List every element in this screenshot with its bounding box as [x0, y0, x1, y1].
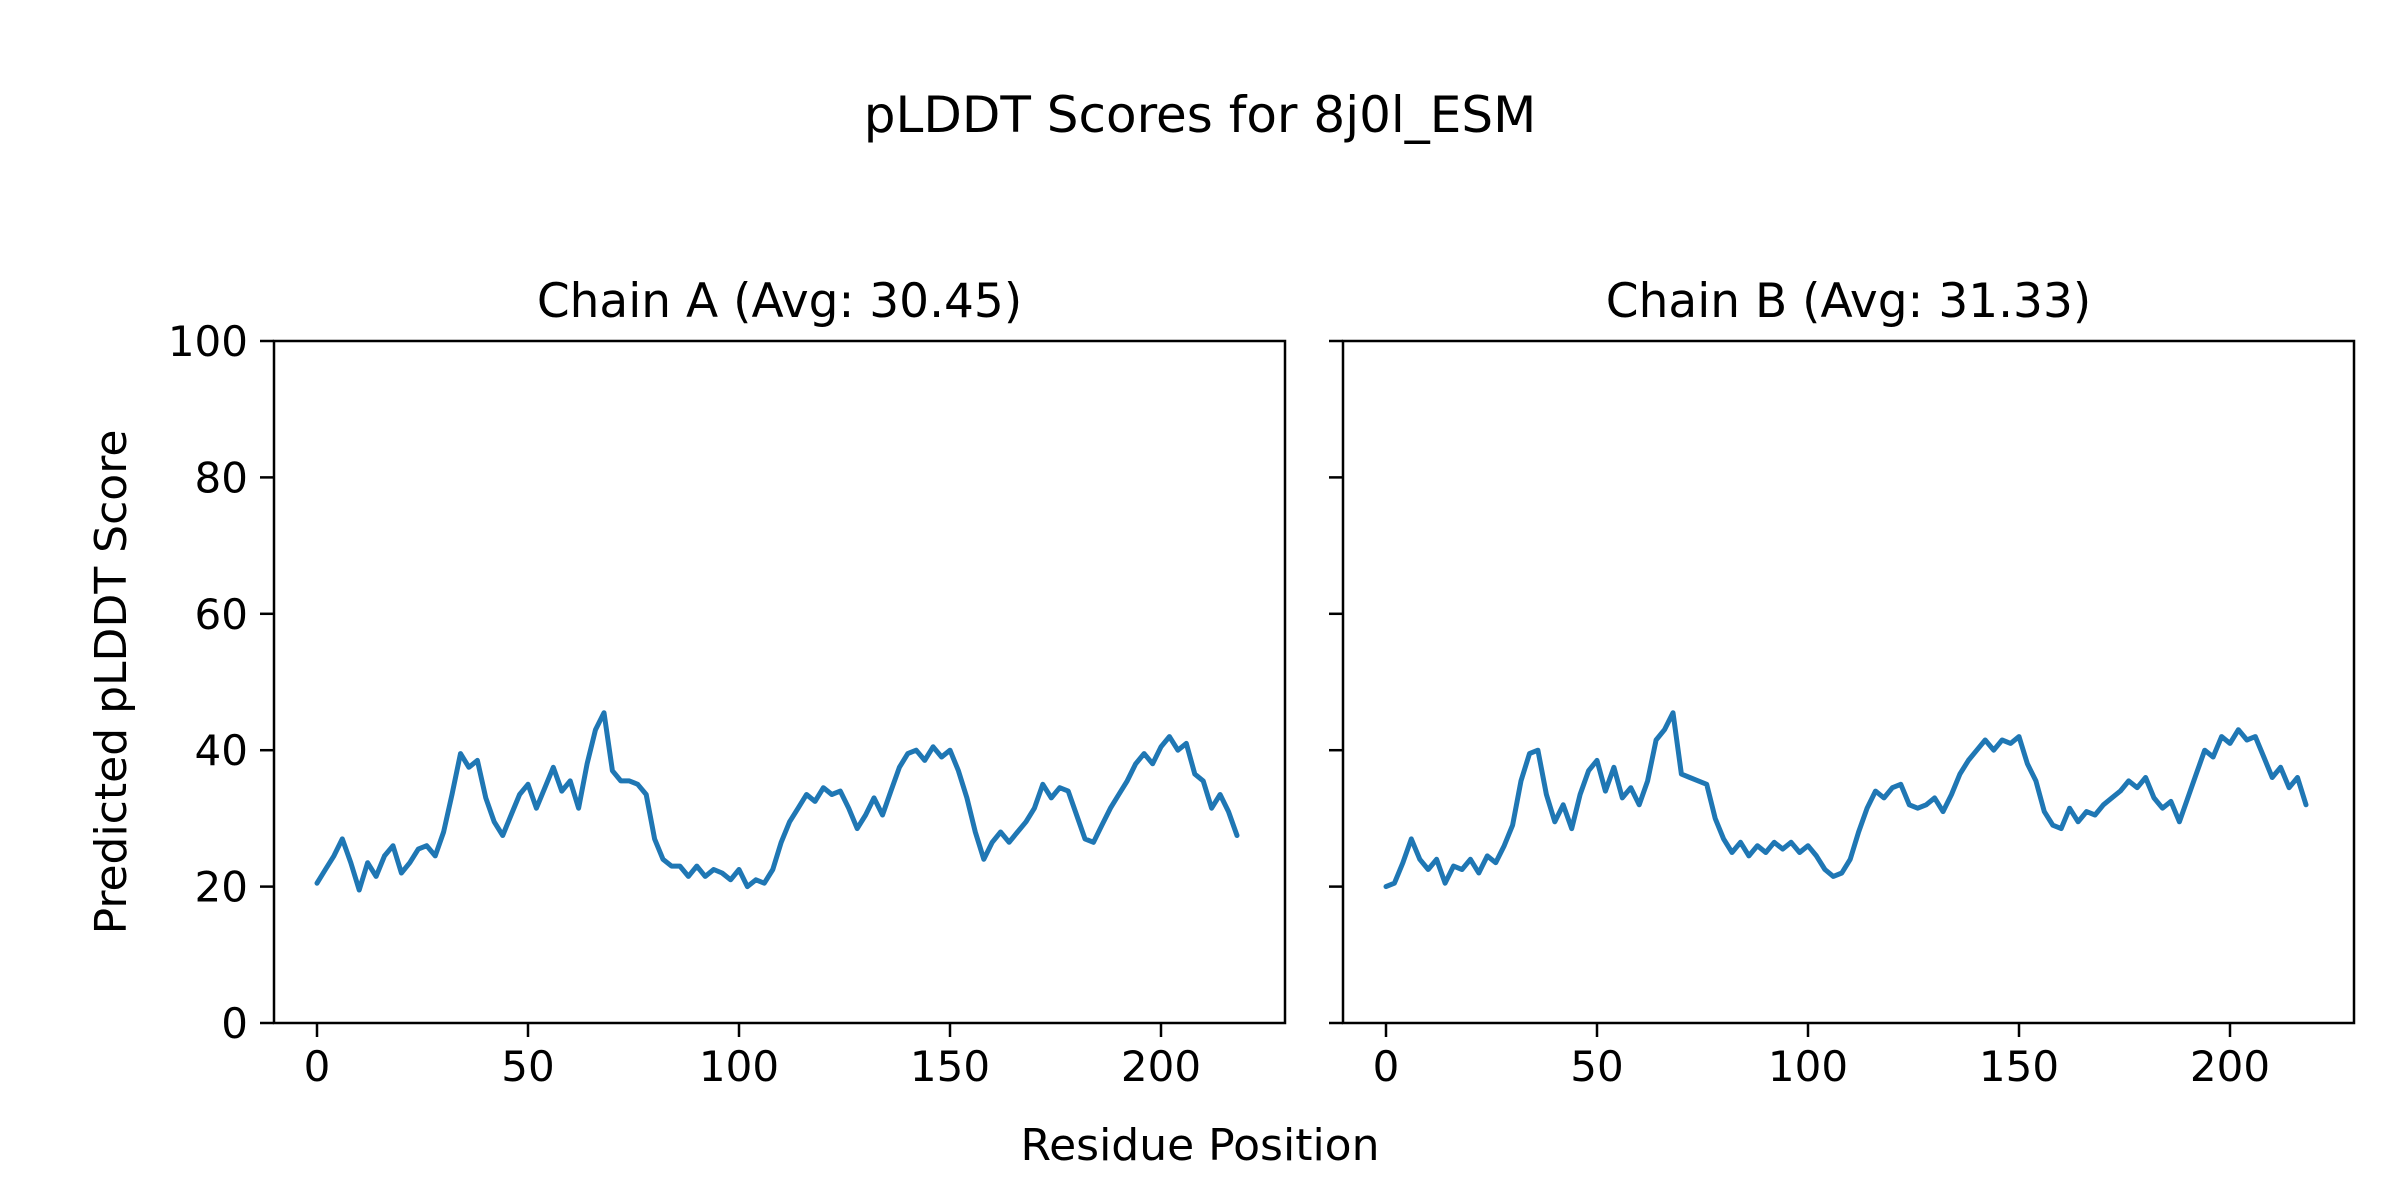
y-tick-label: 20 [195, 863, 248, 912]
y-tick-label: 0 [221, 999, 248, 1048]
x-tick-label: 200 [1121, 1042, 1201, 1091]
figure-title: pLDDT Scores for 8j0l_ESM [863, 86, 1537, 144]
x-tick-label: 200 [2190, 1042, 2270, 1091]
x-tick-label: 100 [699, 1042, 779, 1091]
x-axis-label: Residue Position [1020, 1120, 1380, 1171]
y-tick-label: 80 [195, 453, 248, 502]
x-tick-label: 50 [1570, 1042, 1623, 1091]
subplot-title-chain-b: Chain B (Avg: 31.33) [1605, 274, 2092, 329]
x-tick-label: 50 [501, 1042, 554, 1091]
y-tick-label: 100 [168, 317, 248, 366]
x-tick-label: 0 [1373, 1042, 1400, 1091]
plddt-line-chain-a [314, 710, 1240, 893]
x-tick-label: 0 [304, 1042, 331, 1091]
axes-spines-chain-b [1341, 339, 2356, 1025]
y-tick-label: 40 [195, 726, 248, 775]
y-tick-label: 60 [195, 590, 248, 639]
y-axis-label: Predicted pLDDT Score [86, 429, 137, 935]
plddt-line-chain-b [1383, 710, 2309, 890]
x-tick-label: 100 [1768, 1042, 1848, 1091]
x-tick-label: 150 [910, 1042, 990, 1091]
axes-spines-chain-a [272, 339, 1287, 1025]
x-tick-label: 150 [1979, 1042, 2059, 1091]
subplot-title-chain-a: Chain A (Avg: 30.45) [536, 274, 1023, 329]
